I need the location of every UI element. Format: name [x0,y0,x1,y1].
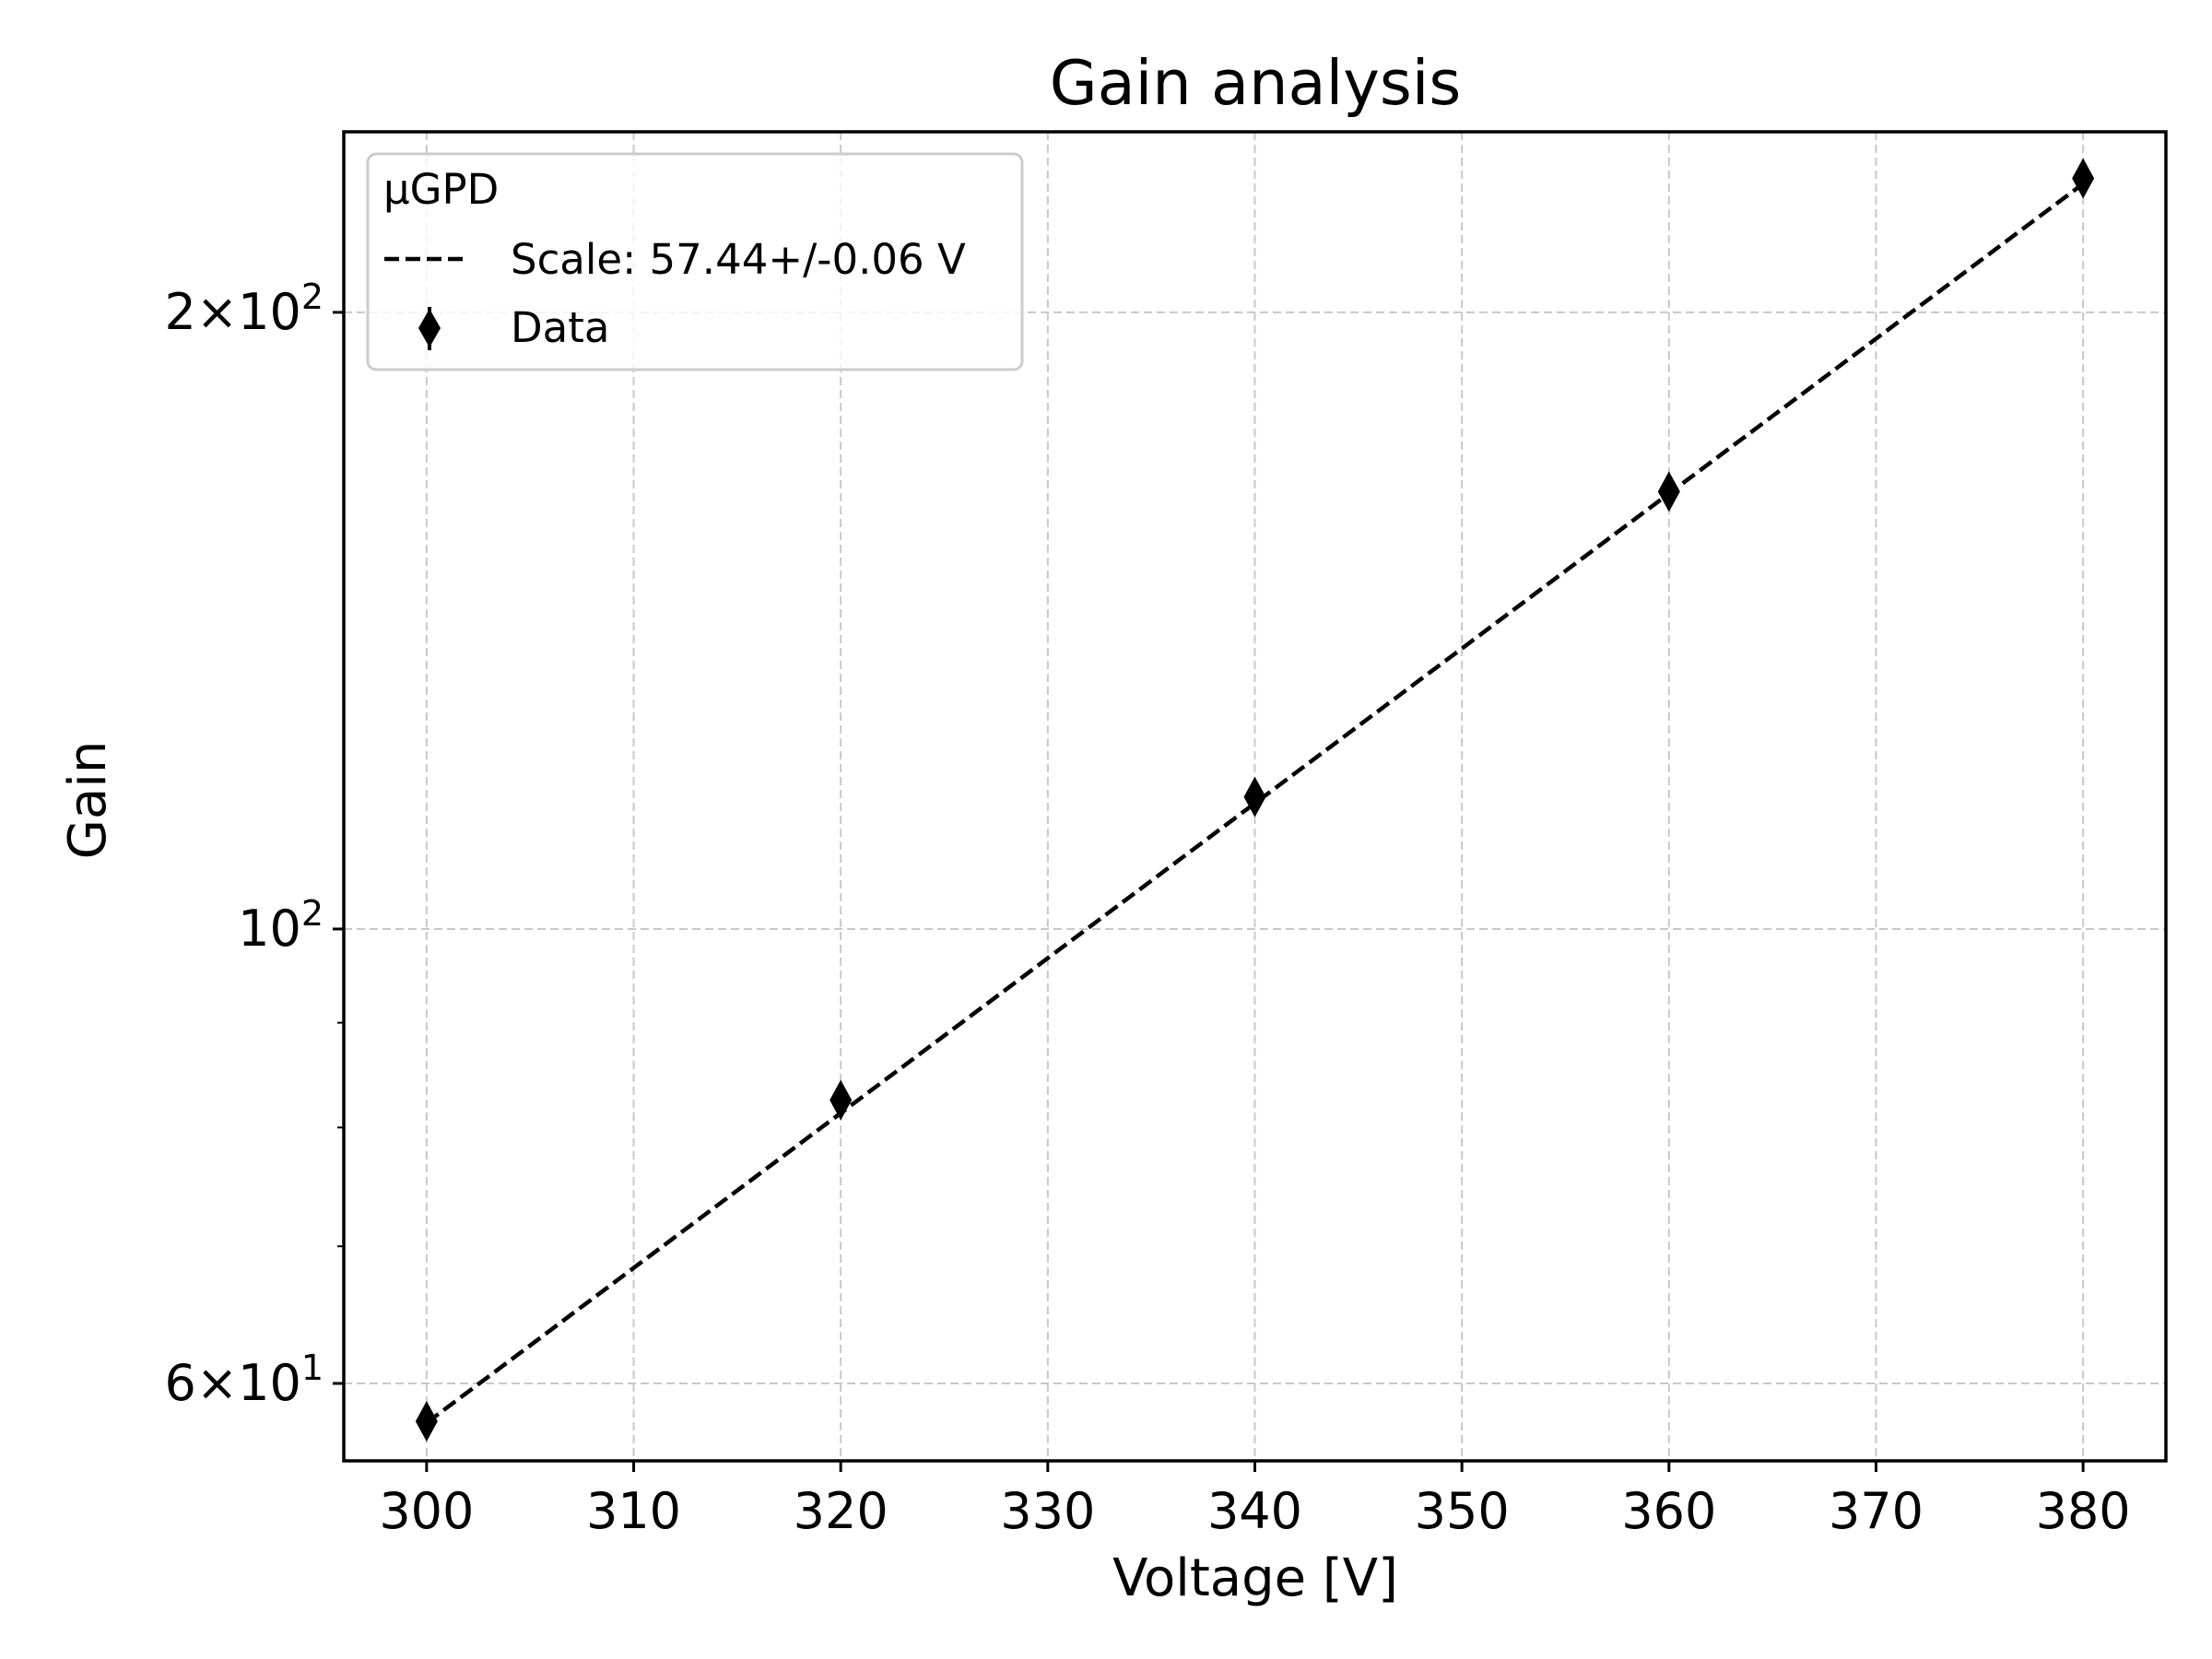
data-point [1657,471,1680,512]
legend-title: μGPD [383,165,499,214]
x-tick-label: 380 [2036,1482,2131,1540]
y-tick-label: 2×102 [164,276,324,341]
data-point [2072,158,2095,199]
x-tick-label: 330 [1000,1482,1095,1540]
y-tick-label: 6×101 [164,1347,324,1412]
x-tick-label: 350 [1415,1482,1510,1540]
x-tick-label: 310 [586,1482,681,1540]
x-axis-title: Voltage [V] [1112,1548,1398,1608]
legend-box [366,152,1024,371]
fit-line-layer [425,182,2085,1425]
legend: μGPD Scale: 57.44+/-0.06 V Data [366,152,1024,371]
y-axis-title: Gain [58,741,118,860]
legend-data-label: Data [511,303,609,352]
chart-title: Gain analysis [1050,47,1462,119]
x-tick-label: 360 [1621,1482,1716,1540]
fit-line [425,182,2085,1425]
x-tick-label: 300 [379,1482,474,1540]
data-points-layer [415,158,2095,1442]
x-tick-label: 320 [794,1482,888,1540]
data-point [1243,776,1266,818]
x-tick-label: 370 [1829,1482,1924,1540]
legend-fit-label: Scale: 57.44+/-0.06 V [511,235,966,284]
x-axis-ticks: 300 310 320 330 340 350 360 370 380 [379,1461,2131,1540]
data-point [830,1079,853,1121]
y-tick-label: 102 [238,893,324,958]
y-axis-ticks: 6×101 102 2×102 [164,276,344,1412]
legend-data-swatch [418,307,441,350]
data-point [415,1401,438,1442]
x-tick-label: 340 [1207,1482,1302,1540]
